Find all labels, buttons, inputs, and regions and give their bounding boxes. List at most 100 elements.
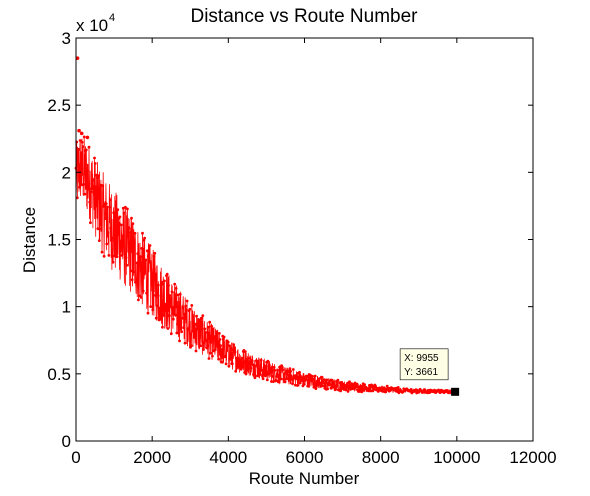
data-point [94, 185, 98, 189]
data-point [119, 239, 122, 243]
data-point [280, 365, 284, 369]
data-point [249, 366, 253, 370]
data-point [396, 386, 400, 389]
data-point [240, 356, 244, 360]
y-multiplier-base: x 10 [76, 16, 108, 35]
data-point [367, 389, 371, 393]
data-point [144, 258, 148, 262]
data-point [261, 377, 265, 381]
data-point [120, 254, 124, 257]
data-point-outlier [79, 131, 84, 136]
data-point [188, 307, 192, 311]
data-point [161, 282, 165, 286]
data-point [167, 314, 171, 317]
data-point [153, 251, 157, 255]
data-point [309, 379, 313, 382]
data-point [115, 255, 119, 259]
data-point [298, 381, 302, 385]
data-point [156, 283, 160, 287]
data-point [100, 250, 104, 254]
data-point [266, 359, 270, 363]
data-point [130, 216, 133, 220]
datatip[interactable]: X: 9955 Y: 3661 [399, 348, 460, 396]
data-point [270, 380, 273, 383]
data-point [109, 226, 113, 230]
data-point [150, 268, 153, 272]
data-point [148, 244, 152, 247]
data-point [244, 372, 248, 376]
data-point [92, 178, 96, 181]
data-point [227, 364, 231, 368]
data-point [135, 261, 139, 265]
data-point [106, 231, 110, 235]
data-point [174, 287, 178, 290]
data-point [171, 317, 175, 321]
data-point [118, 215, 122, 219]
data-point [99, 223, 103, 227]
data-point [360, 390, 364, 394]
data-point [288, 367, 292, 371]
data-point [256, 374, 260, 378]
data-point [83, 192, 87, 196]
data-point [272, 365, 276, 369]
data-point [259, 373, 262, 376]
data-point [214, 339, 218, 342]
data-point [107, 254, 111, 257]
data-point [205, 346, 209, 350]
data-point [289, 370, 292, 373]
data-point [110, 239, 113, 243]
data-point [243, 350, 247, 353]
data-point [279, 377, 283, 381]
data-point [134, 280, 138, 283]
data-point [300, 376, 304, 380]
data-point [235, 356, 238, 360]
data-point [96, 227, 100, 231]
series-points [74, 56, 457, 395]
data-point [226, 343, 229, 347]
data-point [298, 370, 301, 374]
x-axis-label: Route Number [249, 469, 360, 488]
data-point [179, 320, 183, 324]
data-point [151, 308, 155, 312]
data-point [121, 206, 125, 210]
data-point [178, 339, 181, 343]
y-tick-label: 2 [62, 163, 71, 182]
data-point [304, 378, 307, 382]
data-point [236, 363, 240, 367]
data-point [184, 304, 188, 308]
data-point [139, 255, 142, 258]
data-point [290, 377, 294, 381]
data-point [165, 272, 169, 276]
data-point [173, 282, 177, 286]
data-point [348, 380, 351, 384]
data-point [158, 306, 162, 310]
data-point [78, 139, 82, 142]
data-point [132, 241, 136, 245]
y-tick-label: 3 [62, 29, 71, 48]
data-point [224, 354, 227, 358]
data-point [248, 357, 252, 360]
data-point [336, 378, 340, 382]
data-point [217, 357, 221, 361]
data-point [123, 252, 127, 256]
data-point [155, 293, 159, 297]
data-point [321, 384, 325, 388]
data-point [182, 326, 186, 330]
data-point [328, 382, 331, 386]
data-point [260, 369, 264, 372]
data-point [276, 368, 279, 372]
data-point [295, 374, 299, 378]
data-point [211, 327, 215, 331]
data-point [163, 309, 167, 312]
data-point [361, 384, 364, 388]
data-point [326, 387, 329, 391]
data-point [127, 226, 131, 230]
data-point [269, 370, 273, 374]
data-point [322, 381, 325, 385]
data-point [80, 140, 84, 144]
data-point [131, 222, 135, 226]
data-point [106, 234, 109, 238]
x-tick-label: 8000 [362, 448, 400, 467]
data-point [291, 368, 295, 371]
